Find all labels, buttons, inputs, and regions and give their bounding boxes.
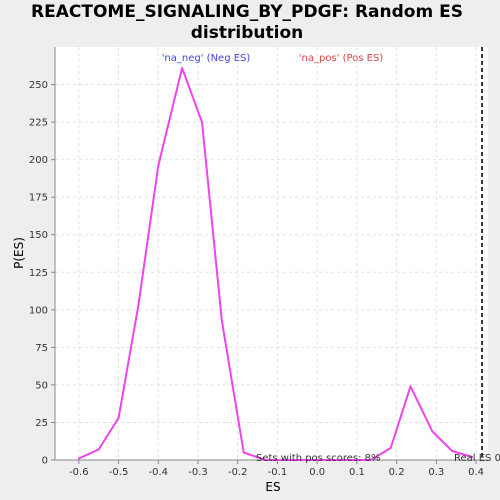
plot-area — [55, 47, 488, 460]
overlay: 'na_neg' (Neg ES) 'na_pos' (Pos ES) Sets w… — [162, 47, 500, 464]
real-es-label: Real ES 0.41 — [454, 453, 500, 464]
data-point — [200, 121, 203, 124]
pos-scores-note: Sets with pos scores: 8% — [256, 453, 381, 464]
chart-title-line2: distribution — [190, 23, 304, 43]
data-point — [117, 416, 120, 419]
y-tick-label: 225 — [29, 118, 48, 129]
x-tick-label: -0.3 — [188, 467, 208, 478]
x-tick-label: -0.1 — [268, 467, 288, 478]
y-tick-label: 125 — [29, 268, 48, 279]
data-point — [264, 459, 267, 461]
data-point — [220, 319, 223, 322]
y-tick-label: 175 — [29, 193, 48, 204]
grid — [55, 47, 488, 461]
data-point — [137, 304, 140, 307]
data-point — [389, 446, 392, 449]
data-point — [451, 449, 454, 452]
chart-title-line1: REACTOME_SIGNALING_BY_PDGF: Random ES — [31, 2, 463, 22]
series-line — [78, 67, 473, 461]
data-point — [431, 430, 434, 433]
y-tick-label: 200 — [29, 155, 48, 166]
x-tick-label: -0.6 — [69, 467, 89, 478]
y-tick-label: 250 — [29, 80, 48, 91]
data-point — [328, 459, 331, 461]
data-point — [181, 67, 184, 70]
y-tick-label: 50 — [35, 380, 48, 391]
data-point — [157, 164, 160, 167]
data-point — [349, 459, 352, 461]
legend-label: 'na_pos' (Pos ES) — [299, 53, 384, 64]
axes: 0 25 50 75 100 125 150 175 200 225 250 -0.6 -0.5 -0.4… — [29, 47, 488, 478]
y-tick-label: 25 — [35, 418, 48, 429]
x-axis-label: ES — [265, 480, 280, 494]
x-tick-label: 0.4 — [468, 467, 484, 478]
x-tick-label: -0.5 — [109, 467, 129, 478]
data-point — [77, 457, 80, 460]
x-tick-label: 0.0 — [309, 467, 325, 478]
series-layer — [77, 67, 474, 461]
data-point — [242, 451, 245, 454]
x-tick-label: 0.1 — [349, 467, 365, 478]
x-tick-label: 0.3 — [428, 467, 444, 478]
y-tick-label: 75 — [35, 343, 48, 354]
data-point — [97, 448, 100, 451]
chart-title: REACTOME_SIGNALING_BY_PDGF: Random ES di… — [0, 2, 494, 44]
x-tick-label: -0.2 — [228, 467, 248, 478]
y-tick-label: 100 — [29, 305, 48, 316]
data-point — [471, 455, 474, 458]
x-tick-label: -0.4 — [149, 467, 169, 478]
legend-label: 'na_neg' (Neg ES) — [162, 53, 251, 64]
data-point — [369, 459, 372, 461]
data-point — [304, 459, 307, 461]
y-tick-label: 0 — [42, 456, 48, 467]
y-axis-label: P(ES) — [12, 237, 26, 269]
data-point — [409, 385, 412, 388]
x-tick-label: 0.2 — [389, 467, 405, 478]
data-point — [284, 459, 287, 461]
y-tick-label: 150 — [29, 230, 48, 241]
